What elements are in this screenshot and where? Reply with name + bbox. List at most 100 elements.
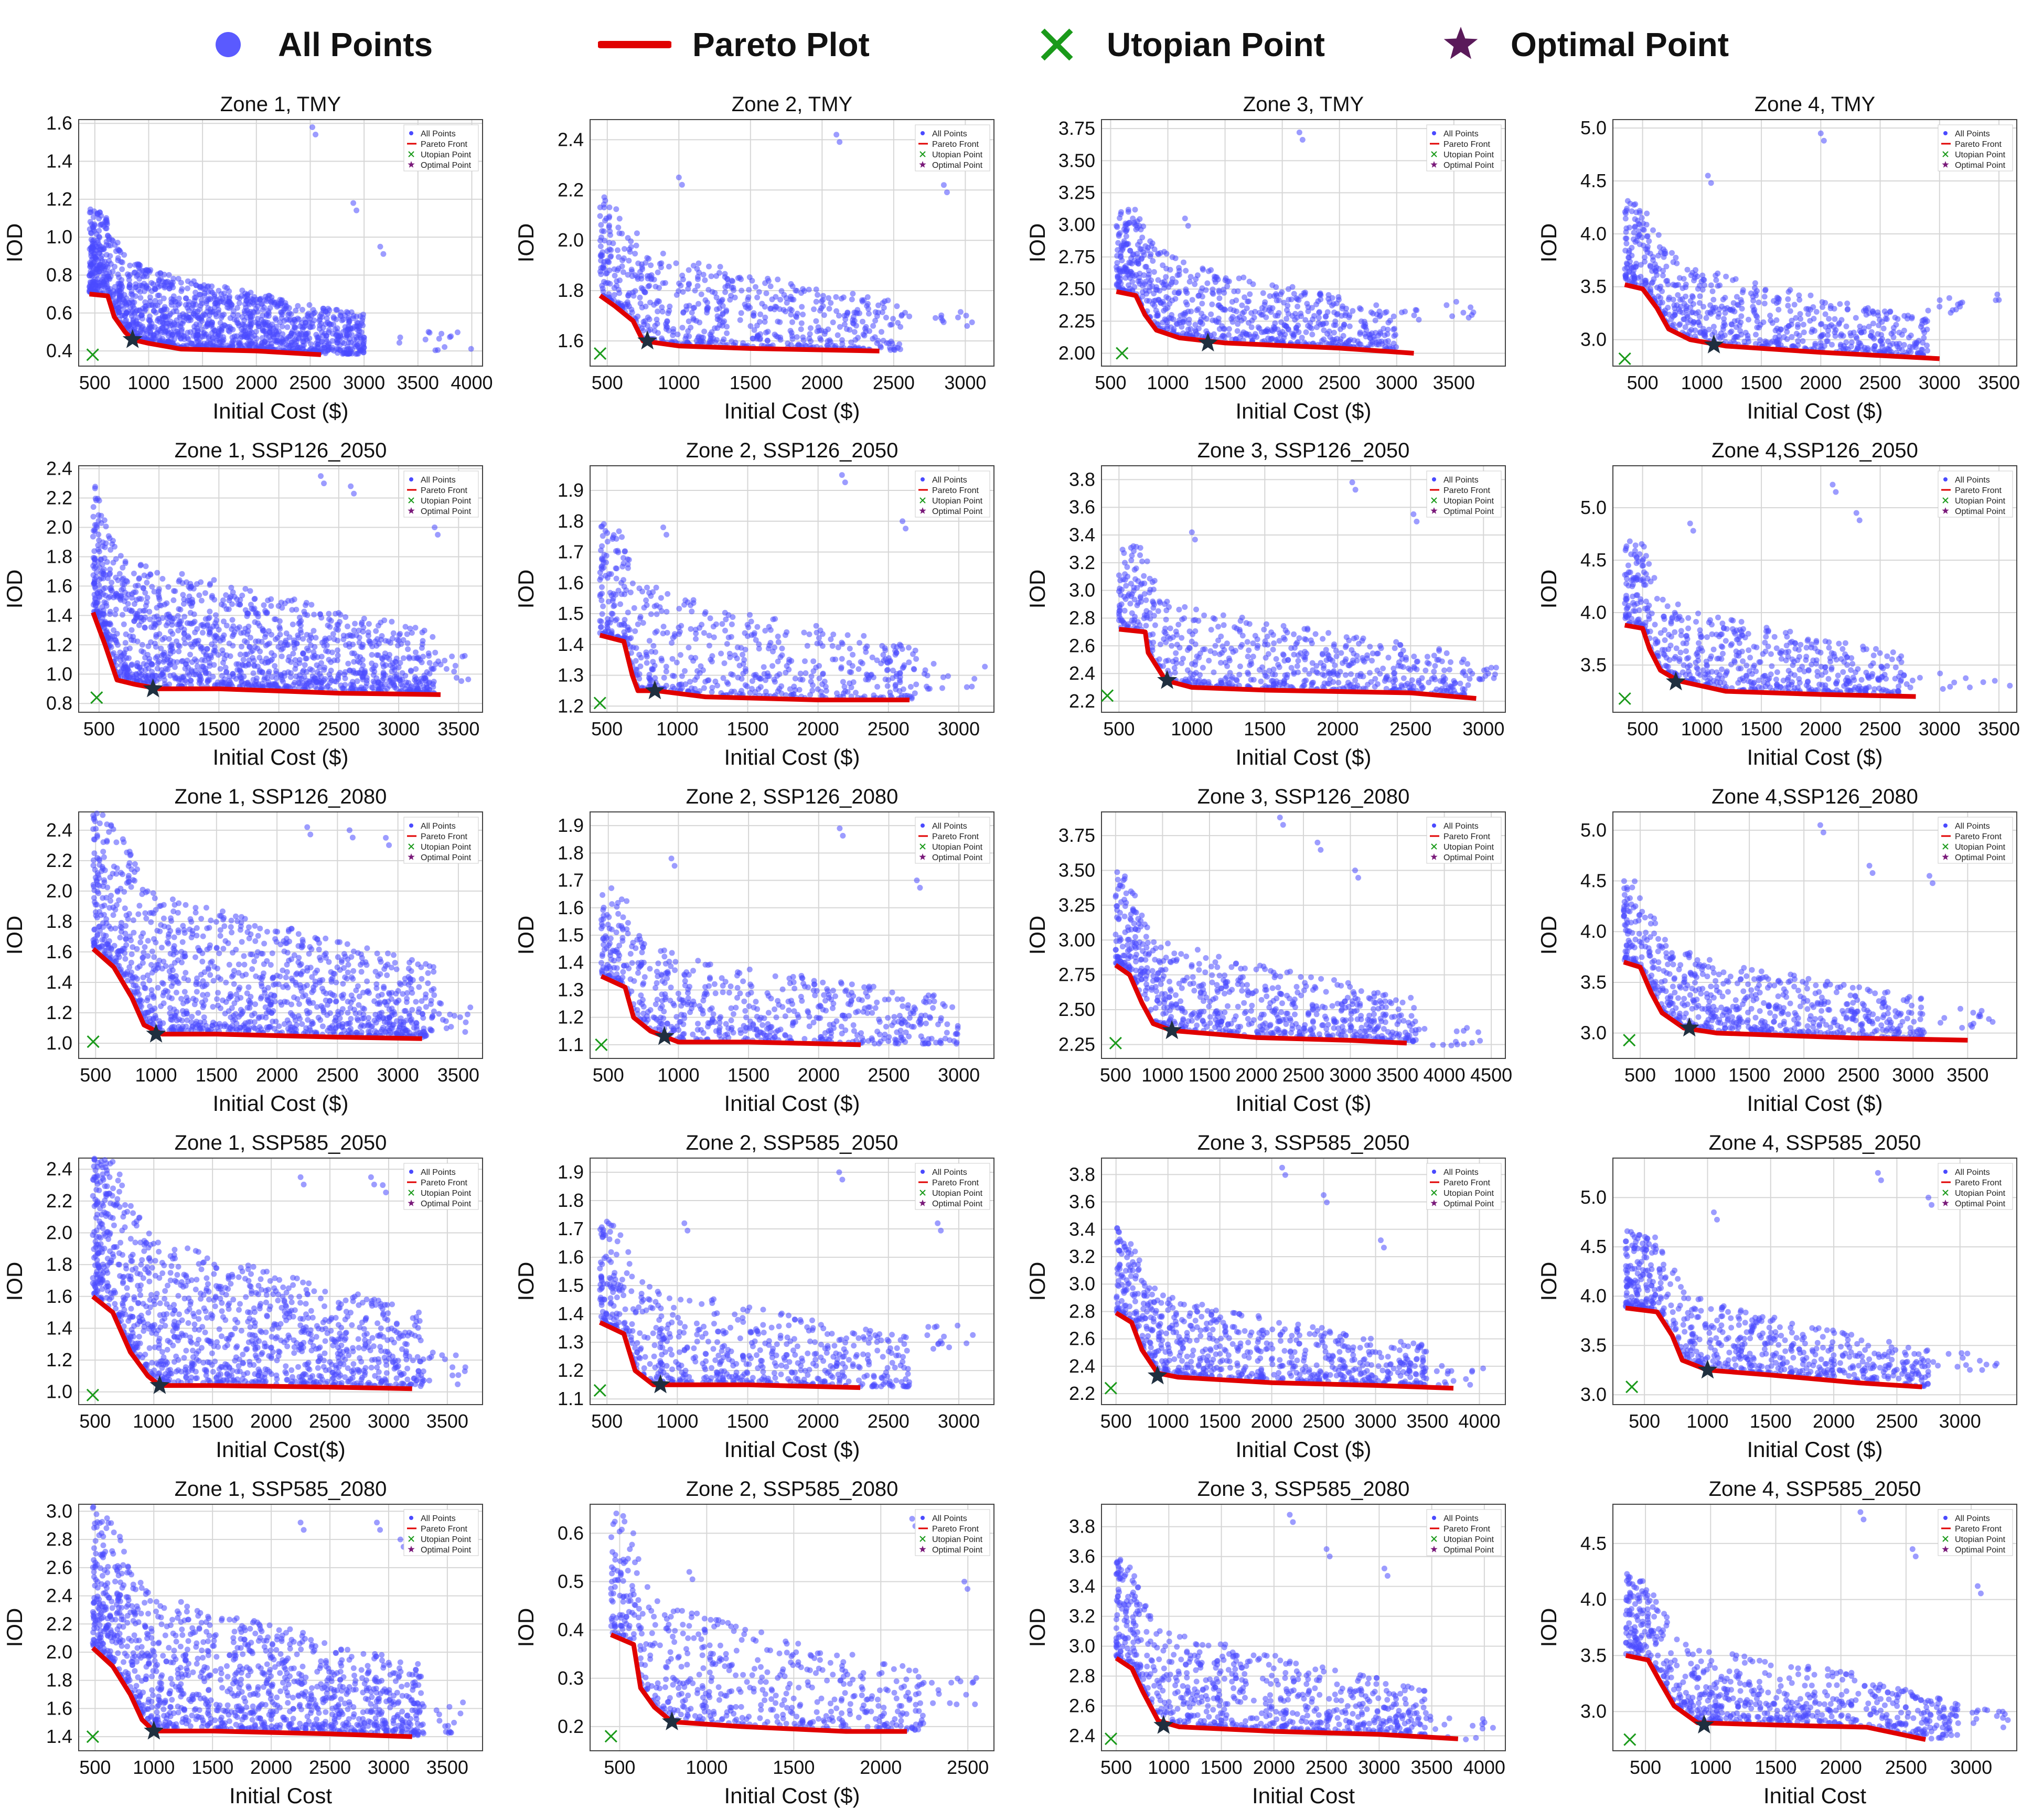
data-point [298,676,305,682]
y-tick-label: 1.2 [46,634,72,655]
data-point [291,324,297,330]
data-point [600,264,606,271]
data-point [1139,255,1145,261]
data-point [442,344,448,350]
x-tick-label: 1500 [1204,372,1246,393]
data-point [1151,246,1158,252]
data-point [1817,130,1824,136]
data-point [1653,269,1659,275]
data-point [606,267,613,273]
data-point [686,303,692,309]
data-point [1124,226,1130,232]
data-point [286,634,293,640]
data-point [147,616,153,623]
data-point [300,680,306,686]
data-point [651,328,658,334]
data-point [185,285,190,292]
data-point [1337,338,1343,345]
data-point [154,654,161,660]
data-point [1708,282,1714,288]
data-point [1821,137,1827,144]
data-point [252,596,258,602]
data-point [807,325,814,331]
data-point [137,295,144,301]
data-point [250,296,256,303]
data-point [90,513,97,520]
data-point [317,316,323,323]
data-point [1921,329,1928,336]
data-point [629,273,635,279]
pareto-line [1624,282,1940,361]
data-point [676,174,682,180]
data-point [1116,267,1122,273]
data-point [448,333,454,339]
data-point [1636,233,1642,239]
data-point [1727,329,1734,336]
data-point [1822,343,1827,349]
data-point [944,189,950,196]
data-point [1753,292,1759,298]
data-point [660,250,666,256]
data-point [264,322,271,328]
data-point [762,304,768,310]
data-point [1165,284,1172,290]
data-point [1122,275,1129,281]
data-point [1143,291,1150,297]
data-point [178,328,185,334]
data-point [1791,302,1798,308]
data-point [319,346,326,352]
data-point [1199,301,1205,307]
data-point [96,269,102,275]
optimal-point [1197,332,1218,352]
data-point [746,287,752,293]
data-point [243,298,249,304]
data-point [1894,341,1899,347]
y-tick-label: 0.6 [46,302,72,324]
data-point [247,588,253,594]
data-point [318,311,325,317]
data-point [788,294,794,300]
data-point [1182,215,1188,221]
data-point [615,254,622,260]
data-point [1732,276,1739,282]
data-point [162,304,168,310]
data-point [1696,314,1703,320]
data-point [1644,233,1651,239]
data-point [1865,345,1871,351]
x-tick-label: 1000 [138,718,180,740]
data-point [1316,309,1322,316]
data-point [126,300,132,306]
data-point [360,628,366,635]
data-point [170,597,177,603]
data-point [172,664,178,670]
data-point [1235,321,1241,327]
inset-circle-icon [1432,131,1436,135]
points-layer [597,132,975,353]
data-point [1375,333,1382,339]
data-point [220,651,226,657]
data-point [1321,327,1327,334]
data-point [239,287,245,294]
data-point [1811,316,1817,322]
data-point [875,302,881,308]
data-point [1268,327,1275,333]
data-point [783,295,789,301]
data-point [839,337,845,343]
data-point [285,598,291,604]
data-point [686,267,692,273]
x-axis-label: Initial Cost ($) [212,399,348,423]
data-point [142,590,148,596]
data-point [375,679,381,685]
data-point [1196,292,1202,298]
data-point [249,606,255,612]
data-point [833,294,839,300]
y-tick-label: 0.8 [46,692,72,714]
data-point [1769,320,1775,326]
y-tick-label: 1.8 [558,280,584,301]
data-point [789,283,796,290]
data-point [397,334,403,340]
data-point [331,315,337,322]
data-point [307,316,313,322]
inset-star-icon [408,161,415,168]
